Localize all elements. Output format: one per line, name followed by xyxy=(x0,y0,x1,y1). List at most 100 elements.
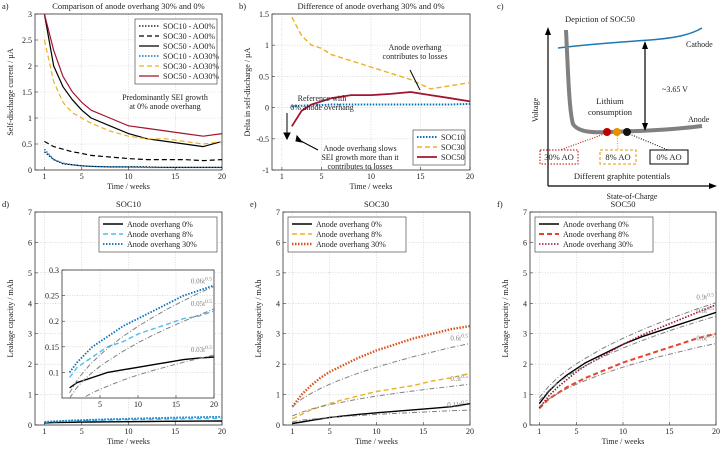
series-line xyxy=(291,91,470,127)
y-tick-label: 0.15 xyxy=(45,343,59,352)
x-tick-label: 15 xyxy=(666,427,674,436)
fit-line xyxy=(69,308,214,398)
x-tick-label: 1 xyxy=(280,172,284,181)
legend-label: Anode overhang 8% xyxy=(563,230,629,239)
y-tick-label: 2 xyxy=(28,62,32,71)
legend-label: Anode overhang 8% xyxy=(316,230,382,239)
annotation: Reference with xyxy=(298,94,347,103)
fit-label: 0.06t0.5 xyxy=(191,276,212,285)
x-tick-label: 15 xyxy=(171,427,179,436)
legend-label: SOC10 - AO30% xyxy=(163,52,219,61)
x-label: State-of-Charge xyxy=(607,192,658,201)
x-tick-label: 5 xyxy=(320,172,324,181)
fit-label-base: 0.06t xyxy=(191,277,205,285)
panel-label: b) xyxy=(239,1,246,11)
x-tick-label: 10 xyxy=(134,400,142,409)
x-axis-label: Time / weeks xyxy=(107,182,150,191)
anode-curve xyxy=(564,29,703,135)
y-axis-label: Self-discharge current / µA xyxy=(6,48,15,136)
fit-label-base: 0.6t xyxy=(696,334,707,342)
x-tick-label: 1 xyxy=(290,427,294,436)
y-tick-label: 0 xyxy=(265,104,269,113)
series-line xyxy=(538,304,716,409)
chart-title: Difference of anode overhang 30% and 0% xyxy=(297,1,444,11)
y-tick-label: -1 xyxy=(262,166,269,175)
fit-label-base: 0.05t xyxy=(191,300,205,308)
legend-label: Anode overhang 30% xyxy=(127,240,197,249)
arrow-head xyxy=(295,134,304,143)
fit-label-base: 0.3t xyxy=(450,375,461,383)
annotation: SEI growth more than it xyxy=(321,153,399,162)
fit-line xyxy=(292,343,470,408)
x-tick-label: 5 xyxy=(80,427,84,436)
x-axis-label: Time / weeks xyxy=(602,437,645,446)
x-axis-label: Time / weeks xyxy=(350,182,393,191)
fit-label-exp: 0.5 xyxy=(461,374,468,380)
legend-label: Anode overhang 0% xyxy=(563,220,629,229)
series-line xyxy=(291,16,470,90)
y-tick-label: 4 xyxy=(523,299,527,308)
y-tick-label: 0.2 xyxy=(49,317,59,326)
fit-label-exp: 0.5 xyxy=(707,293,714,299)
plot-frame xyxy=(34,13,223,171)
annotation: Anode overhang xyxy=(388,43,441,52)
y-tick-label: 0 xyxy=(28,166,32,175)
panel-label: f) xyxy=(497,199,503,209)
marker-box xyxy=(599,149,637,165)
panel-label: a) xyxy=(2,1,9,11)
x-tick-label: 20 xyxy=(466,172,474,181)
series-line xyxy=(44,140,222,162)
x-tick-label: 15 xyxy=(417,172,425,181)
y-tick-label: 5 xyxy=(28,269,32,278)
fit-label-exp: 0.5 xyxy=(205,299,212,305)
y-tick-label: 2 xyxy=(276,360,280,369)
marker-box xyxy=(539,149,579,165)
x-tick-label: 5 xyxy=(98,400,102,409)
x-tick-label: 15 xyxy=(171,172,179,181)
legend-label: SOC30 xyxy=(441,143,465,152)
plot-frame xyxy=(61,269,215,399)
plot-lines xyxy=(43,14,222,169)
x-tick-label: 10 xyxy=(619,427,627,436)
inset-series-line xyxy=(68,284,214,373)
caption: Different graphite potentials xyxy=(574,171,670,181)
fit-line xyxy=(292,383,470,417)
diagram: c) Voltage State-of-Charge Depiction of … xyxy=(497,1,717,201)
legend-label: SOC30 - AO30% xyxy=(163,62,219,71)
fit-label-base: 0.03t xyxy=(191,346,205,354)
annotation: at 0% anode overhang xyxy=(129,102,200,111)
panel-label: e) xyxy=(250,199,257,209)
cathode-curve xyxy=(557,27,703,49)
fit-label-base: 0.11t xyxy=(447,401,461,409)
marker-dot xyxy=(603,128,611,136)
legend-label: Anode overhang 8% xyxy=(127,230,193,239)
plot-lines xyxy=(291,16,470,127)
y-tick-label: 4 xyxy=(276,299,280,308)
cathode-label: Cathode xyxy=(686,40,713,49)
marker-label: 30% AO xyxy=(544,152,574,162)
y-tick-label: 5 xyxy=(523,269,527,278)
chart-title: Comparison of anode overhang 30% and 0% xyxy=(52,1,205,11)
legend-label: Anode overhang 0% xyxy=(316,220,382,229)
x-tick-label: 1 xyxy=(42,172,46,181)
y-tick-label: 2 xyxy=(28,360,32,369)
annotation: Predominantly SEI growth xyxy=(122,93,208,102)
y-label: Voltage xyxy=(531,97,540,122)
y-axis-label: Leakage capacity / mAh xyxy=(501,280,510,358)
fit-label: 0.05t0.5 xyxy=(191,299,212,308)
fit-label: 0.9t0.5 xyxy=(696,293,714,302)
lithium-label: consumption xyxy=(588,107,633,117)
plot-frame xyxy=(271,13,471,171)
marker-dot xyxy=(613,128,621,136)
legend-label: SOC30 - AO0% xyxy=(163,32,215,41)
series-line xyxy=(43,14,222,137)
annotation: contributes to losses xyxy=(328,162,393,171)
y-tick-label: 1 xyxy=(28,114,32,123)
y-tick-label: 0 xyxy=(276,421,280,430)
chart-title: SOC10 xyxy=(116,199,141,209)
y-tick-label: 7 xyxy=(276,208,280,217)
x-tick-label: 20 xyxy=(210,400,218,409)
fit-line xyxy=(538,343,716,408)
fit-label: 0.11t0.5 xyxy=(447,400,468,409)
